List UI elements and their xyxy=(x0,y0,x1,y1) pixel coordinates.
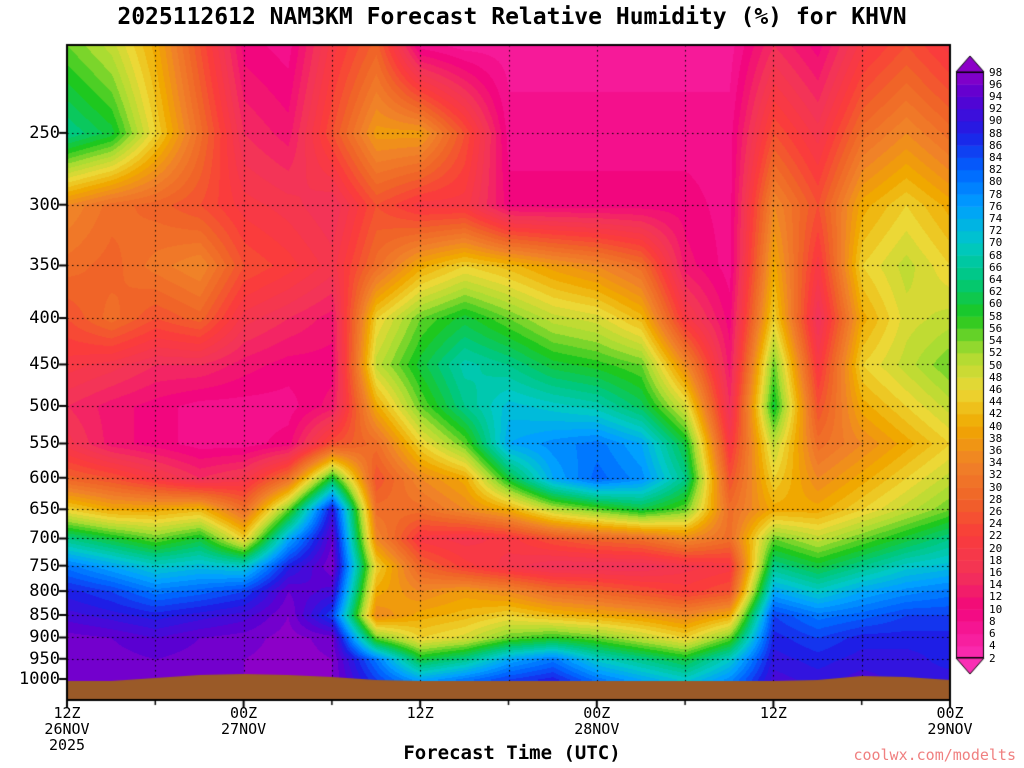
colorbar-tick-label: 2 xyxy=(989,651,996,665)
colorbar-tick-label: 18 xyxy=(989,553,1003,567)
pressure-tick-label: 400 xyxy=(29,308,60,329)
time-tick-label: 00Z 29NOV xyxy=(927,704,973,738)
pressure-tick-label: 700 xyxy=(29,528,60,549)
colorbar-tick-label: 50 xyxy=(989,358,1003,372)
colorbar-tick-label: 94 xyxy=(989,89,1003,103)
colorbar-tick-label: 82 xyxy=(989,163,1003,177)
colorbar-tick-label: 64 xyxy=(989,273,1003,287)
colorbar-tick-label: 6 xyxy=(989,627,996,641)
pressure-tick-label: 750 xyxy=(29,555,60,576)
pressure-tick-label: 850 xyxy=(29,604,60,625)
time-tick-label: 00Z 28NOV xyxy=(574,704,620,738)
colorbar-tick-label: 76 xyxy=(989,199,1003,213)
colorbar-tick-label: 80 xyxy=(989,175,1003,189)
time-tick-label: 12Z xyxy=(759,704,787,722)
colorbar-tick-label: 22 xyxy=(989,529,1003,543)
colorbar-tick-label: 90 xyxy=(989,114,1003,128)
colorbar-tick-label: 46 xyxy=(989,382,1003,396)
colorbar-tick-label: 48 xyxy=(989,370,1003,384)
colorbar-tick-label: 68 xyxy=(989,248,1003,262)
pressure-tick-label: 550 xyxy=(29,433,60,454)
colorbar-tick-label: 44 xyxy=(989,395,1003,409)
pressure-tick-label: 500 xyxy=(29,395,60,416)
colorbar-tick-label: 40 xyxy=(989,419,1003,433)
colorbar-tick-label: 10 xyxy=(989,602,1003,616)
colorbar-tick-label: 42 xyxy=(989,407,1003,421)
pressure-tick-label: 650 xyxy=(29,499,60,520)
colorbar-tick-label: 66 xyxy=(989,260,1003,274)
colorbar-tick-label: 92 xyxy=(989,102,1003,116)
x-axis-title: Forecast Time (UTC) xyxy=(403,742,621,764)
pressure-tick-label: 450 xyxy=(29,354,60,375)
colorbar-tick-label: 88 xyxy=(989,126,1003,140)
colorbar-tick-label: 52 xyxy=(989,346,1003,360)
pressure-tick-label: 950 xyxy=(29,648,60,669)
colorbar-tick-label: 86 xyxy=(989,138,1003,152)
pressure-tick-label: 350 xyxy=(29,255,60,276)
colorbar-tick-label: 54 xyxy=(989,334,1003,348)
pressure-tick-label: 800 xyxy=(29,581,60,602)
colorbar-tick-label: 36 xyxy=(989,443,1003,457)
colorbar-tick-label: 30 xyxy=(989,480,1003,494)
chart-title: 2025112612 NAM3KM Forecast Relative Humi… xyxy=(117,4,907,30)
pressure-tick-label: 600 xyxy=(29,467,60,488)
colorbar-tick-label: 62 xyxy=(989,285,1003,299)
colorbar-tick-label: 74 xyxy=(989,212,1003,225)
pressure-tick-label: 300 xyxy=(29,194,60,215)
colorbar-tick-label: 38 xyxy=(989,431,1003,445)
colorbar-tick-label: 96 xyxy=(989,77,1003,91)
colorbar-tick-label: 60 xyxy=(989,297,1003,311)
colorbar-tick-label: 8 xyxy=(989,614,996,628)
colorbar-tick-label: 4 xyxy=(989,639,996,653)
time-tick-label: 12Z xyxy=(406,704,434,722)
pressure-tick-label: 250 xyxy=(29,122,60,143)
colorbar-tick-label: 20 xyxy=(989,541,1003,555)
colorbar-tick-label: 84 xyxy=(989,150,1003,164)
colorbar-tick-label: 28 xyxy=(989,492,1003,506)
colorbar-tick-label: 16 xyxy=(989,566,1003,580)
colorbar-tick-label: 98 xyxy=(989,65,1003,79)
colorbar-tick-label: 56 xyxy=(989,321,1003,335)
colorbar-tick-label: 34 xyxy=(989,456,1003,470)
colorbar-tick-label: 12 xyxy=(989,590,1003,604)
colorbar-tick-label: 78 xyxy=(989,187,1003,201)
watermark-text: coolwx.com/modelts xyxy=(853,746,1016,764)
time-tick-label: 00Z 27NOV xyxy=(221,704,267,738)
time-tick-label: 12Z 26NOV 2025 xyxy=(44,704,90,754)
colorbar-tick-label: 58 xyxy=(989,309,1003,323)
colorbar-tick-label: 14 xyxy=(989,578,1003,592)
colorbar-tick-label: 72 xyxy=(989,224,1003,238)
colorbar-tick-label: 26 xyxy=(989,505,1003,518)
colorbar-tick-label: 70 xyxy=(989,236,1003,250)
colorbar-tick-label: 24 xyxy=(989,517,1003,531)
colorbar-tick-label: 32 xyxy=(989,468,1003,482)
pressure-tick-label: 900 xyxy=(29,627,60,648)
pressure-tick-label: 1000 xyxy=(19,669,60,689)
